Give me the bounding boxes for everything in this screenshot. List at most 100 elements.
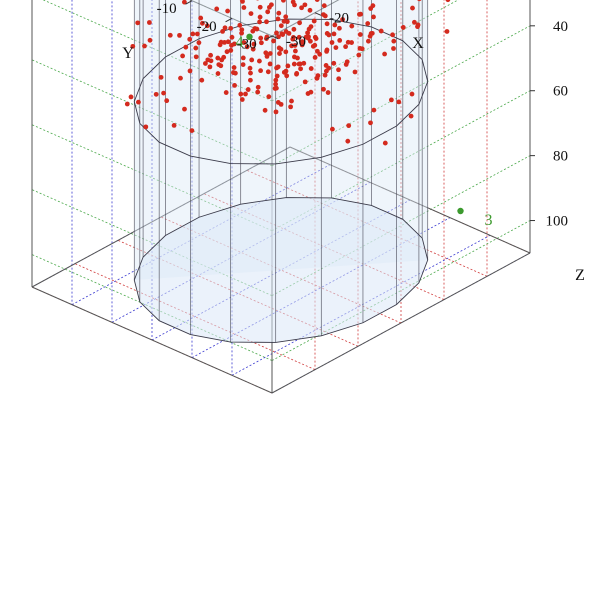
event-point — [198, 15, 204, 21]
event-point — [321, 3, 327, 9]
event-point — [371, 107, 377, 113]
event-point — [223, 90, 229, 95]
z-tick-label: 80 — [553, 149, 568, 165]
event-point — [281, 0, 286, 3]
event-point — [276, 45, 282, 51]
event-point — [302, 2, 308, 8]
event-point — [417, 0, 422, 2]
event-point — [274, 73, 280, 79]
y-tick-mark — [265, 35, 273, 40]
event-point — [391, 38, 397, 44]
event-point — [135, 20, 141, 26]
event-point — [189, 128, 195, 133]
grid-line — [231, 234, 491, 376]
event-point — [289, 98, 294, 104]
event-point — [273, 81, 278, 87]
event-point — [250, 28, 256, 34]
event-point — [164, 98, 170, 104]
event-point — [415, 24, 420, 30]
event-point — [366, 38, 371, 44]
event-point — [196, 40, 202, 46]
event-point — [293, 48, 298, 54]
event-point — [298, 66, 303, 72]
event-point — [297, 20, 302, 26]
event-point — [299, 42, 305, 48]
event-point — [331, 31, 337, 37]
event-point — [284, 19, 290, 25]
event-point — [308, 38, 313, 44]
cylinder-ring — [133, 18, 429, 165]
event-point — [208, 52, 214, 58]
event-point — [178, 75, 183, 81]
frame-edge — [289, 146, 531, 254]
event-point — [278, 101, 284, 107]
event-point — [294, 71, 299, 77]
event-point — [237, 22, 243, 28]
event-point — [267, 4, 272, 10]
event-point — [262, 107, 268, 113]
event-point — [218, 63, 224, 69]
event-point — [325, 90, 331, 95]
event-point — [326, 65, 332, 71]
event-point — [241, 40, 247, 45]
event-point — [291, 26, 297, 32]
event-point — [332, 22, 338, 28]
event-point — [257, 58, 262, 64]
y-tick-label: -20 — [197, 19, 217, 35]
event-point — [382, 51, 387, 57]
event-point — [390, 32, 395, 38]
event-point — [284, 73, 290, 79]
x-tick-label: -10 — [372, 0, 392, 3]
event-point — [291, 35, 296, 40]
event-point — [314, 75, 320, 81]
event-point — [273, 77, 279, 83]
event-point — [349, 40, 354, 45]
frame-edge — [31, 286, 273, 394]
cylinder-bottom-fill — [134, 197, 428, 343]
event-point — [336, 76, 342, 82]
event-point — [378, 28, 384, 34]
event-point — [292, 43, 298, 48]
event-point — [274, 65, 279, 71]
event-point — [311, 18, 317, 24]
x-tick-mark — [314, 12, 322, 16]
event-point — [251, 41, 257, 47]
event-point — [389, 97, 394, 103]
z-tick-label: 60 — [553, 84, 568, 100]
event-point — [333, 45, 339, 51]
event-point — [283, 29, 289, 34]
event-point — [288, 104, 293, 110]
event-point — [396, 99, 402, 105]
event-point — [239, 27, 245, 33]
event-point — [314, 0, 320, 2]
event-point — [285, 63, 291, 69]
event-point — [276, 10, 282, 16]
event-point — [158, 74, 164, 80]
event-point — [264, 53, 270, 59]
event-point — [167, 32, 173, 38]
event-point — [222, 25, 228, 31]
event-point — [257, 14, 263, 20]
event-point — [322, 72, 328, 78]
event-point — [147, 37, 153, 43]
event-point — [409, 91, 415, 97]
event-point — [232, 82, 238, 88]
event-point — [249, 57, 255, 63]
frame-edge — [271, 252, 531, 394]
event-point — [240, 62, 246, 68]
event-point — [239, 30, 245, 36]
event-point — [240, 0, 245, 4]
station-points: 1234 — [236, 33, 493, 229]
event-point — [128, 94, 134, 100]
event-point — [296, 34, 302, 40]
event-point — [248, 77, 253, 83]
event-point — [229, 34, 235, 40]
event-point — [204, 23, 210, 29]
event-point — [225, 8, 231, 14]
event-point — [222, 40, 227, 45]
event-point — [180, 53, 186, 59]
event-point — [274, 30, 279, 36]
event-point — [207, 64, 213, 70]
event-point — [324, 31, 330, 36]
event-point — [182, 106, 187, 112]
